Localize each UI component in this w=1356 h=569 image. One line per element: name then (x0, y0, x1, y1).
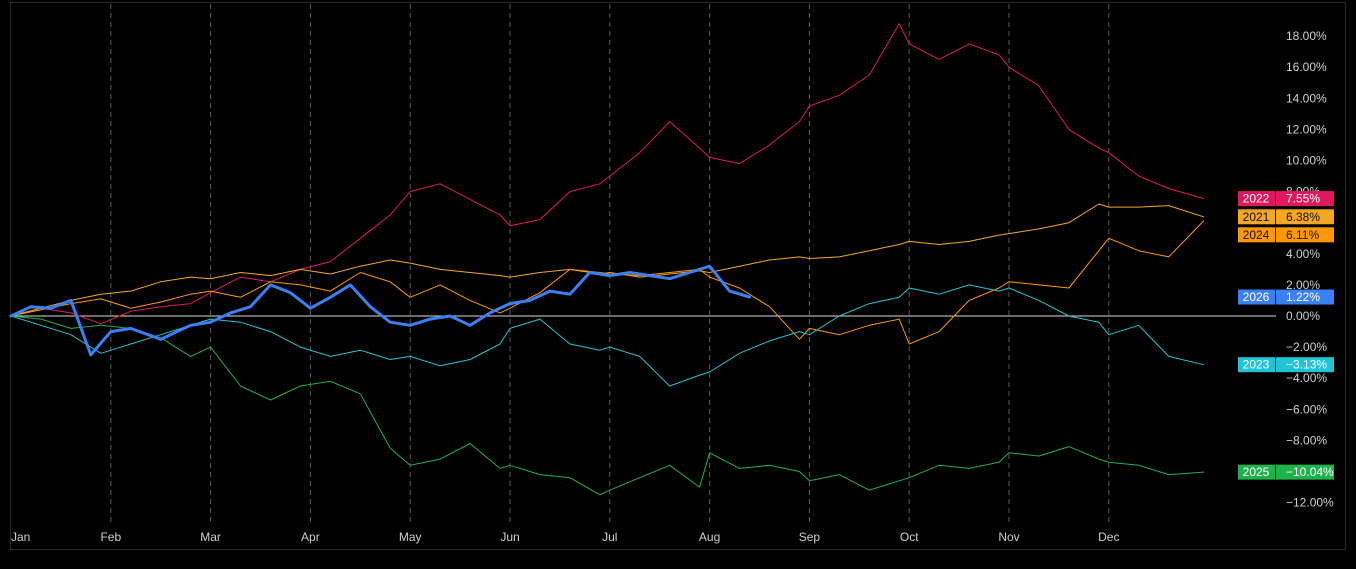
series-value-label: 6.38% (1286, 210, 1320, 224)
series-year-label: 2023 (1243, 358, 1270, 372)
series-line-2026 (9, 264, 751, 357)
year-tag-bg (1238, 289, 1275, 305)
y-tick-label: 18.00% (1286, 29, 1327, 43)
series-value-label: 7.55% (1286, 192, 1320, 206)
year-tag-bg (1238, 209, 1275, 225)
y-tick-label: 2.00% (1286, 278, 1320, 292)
end-label-2026: 2026 1.22% (1238, 289, 1334, 305)
y-tick-label: 14.00% (1286, 91, 1327, 105)
x-tick-label: Apr (301, 530, 320, 544)
x-tick-label: Dec (1098, 530, 1119, 544)
series-year-label: 2024 (1243, 228, 1270, 242)
y-tick-label: 10.00% (1286, 154, 1327, 168)
x-tick-label: May (399, 530, 422, 544)
x-tick-label: Aug (699, 530, 720, 544)
y-tick-label: 0.00% (1286, 309, 1320, 323)
value-tag-bg (1276, 227, 1334, 243)
x-tick-label: Mar (200, 530, 221, 544)
end-label-2025: 2025 −10.04% (1238, 464, 1334, 480)
chart-frame (10, 2, 1346, 550)
series-year-label: 2021 (1243, 210, 1270, 224)
y-tick-label: 4.00% (1286, 247, 1320, 261)
y-tick-label: 16.00% (1286, 60, 1327, 74)
x-tick-label: Oct (900, 530, 919, 544)
value-tag-bg (1276, 191, 1334, 207)
value-tag-bg (1276, 357, 1334, 373)
x-tick-label: Jan (11, 530, 30, 544)
y-tick-label: −8.00% (1286, 433, 1327, 447)
series-value-label: −3.13% (1286, 358, 1327, 372)
x-tick-label: Nov (998, 530, 1019, 544)
x-tick-label: Sep (799, 530, 821, 544)
y-tick-label: −12.00% (1286, 496, 1334, 510)
series-line-2021 (10, 203, 1205, 317)
month-gridlines (110, 4, 1110, 522)
series-end-labels: 2022 7.55% 2021 6.38% 2024 6.11% 2026 1.22% 2023… (1238, 191, 1334, 480)
end-label-2024: 2024 6.11% (1238, 227, 1334, 243)
series-lines (9, 23, 1205, 496)
series-value-label: 6.11% (1286, 228, 1319, 242)
value-tag-bg (1276, 464, 1334, 480)
y-tick-label: −2.00% (1286, 340, 1327, 354)
end-label-2021: 2021 6.38% (1238, 209, 1334, 225)
x-tick-label: Jul (602, 530, 617, 544)
year-tag-bg (1238, 357, 1275, 373)
y-tick-label: −4.00% (1286, 371, 1327, 385)
value-tag-bg (1276, 209, 1334, 225)
end-label-2022: 2022 7.55% (1238, 191, 1334, 207)
series-line-2025 (10, 315, 1205, 496)
series-line-2022 (10, 23, 1205, 325)
series-year-label: 2025 (1243, 465, 1270, 479)
x-axis: Jan Feb Mar Apr May Jun Jul Aug Sep Oct Nov Dec (11, 530, 1119, 544)
end-label-2023: 2023 −3.13% (1238, 357, 1334, 373)
value-tag-bg (1276, 289, 1334, 305)
series-value-label: 1.22% (1286, 290, 1320, 304)
x-tick-label: Jun (500, 530, 519, 544)
y-axis: 18.00%16.00%14.00%12.00%10.00%8.00%4.00%… (1286, 29, 1334, 510)
series-value-label: −10.04% (1286, 465, 1334, 479)
series-year-label: 2022 (1243, 192, 1270, 206)
year-tag-bg (1238, 464, 1275, 480)
series-line-2023 (10, 284, 1205, 387)
year-tag-bg (1238, 227, 1275, 243)
x-tick-label: Feb (100, 530, 121, 544)
year-tag-bg (1238, 191, 1275, 207)
series-year-label: 2026 (1243, 290, 1270, 304)
y-tick-label: 12.00% (1286, 122, 1327, 136)
y-tick-label: −6.00% (1286, 402, 1327, 416)
